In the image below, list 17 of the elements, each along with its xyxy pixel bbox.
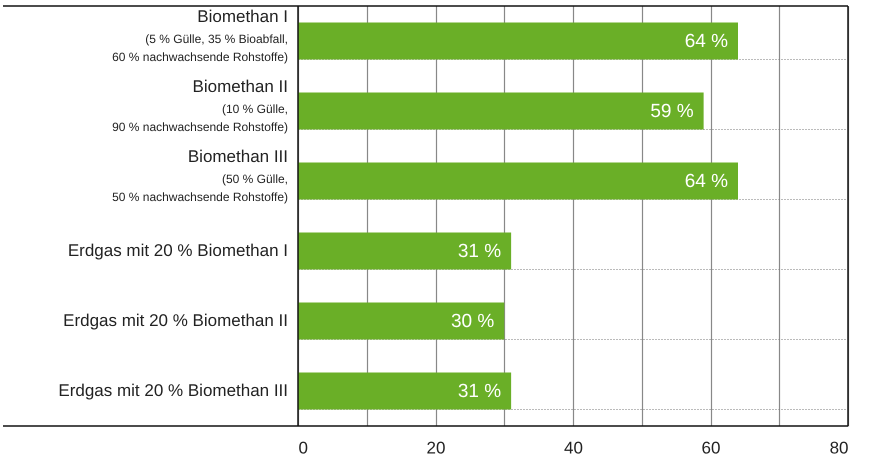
category-label: Biomethan III (50 % Gülle, 50 % nachwachsende Rohstoffe) xyxy=(112,147,288,204)
x-tick-label: 0 xyxy=(298,438,308,458)
x-tick-label: 60 xyxy=(702,438,720,458)
x-tick-label: 80 xyxy=(830,438,848,458)
data-label: 31 % xyxy=(458,241,502,262)
data-label: 31 % xyxy=(458,381,502,402)
y-tick-label: Erdgas mit 20 % Biomethan III xyxy=(58,381,288,400)
y-tick-label: Erdgas mit 20 % Biomethan I xyxy=(68,241,288,260)
category-label: Biomethan II (10 % Gülle, 90 % nachwachsende Rohstoffe) xyxy=(112,77,288,134)
data-label: 30 % xyxy=(450,311,494,332)
category-label: Biomethan I (5 % Gülle, 35 % Bioabfall, 60 % nachwachsende Rohstoffe) xyxy=(112,7,288,64)
data-label: 59 % xyxy=(650,101,694,122)
x-tick-label: 40 xyxy=(564,438,583,458)
data-label: 64 % xyxy=(684,31,728,52)
y-tick-label: Erdgas mit 20 % Biomethan II xyxy=(63,311,288,330)
x-tick-label: 20 xyxy=(426,438,446,458)
data-label: 64 % xyxy=(684,171,728,192)
